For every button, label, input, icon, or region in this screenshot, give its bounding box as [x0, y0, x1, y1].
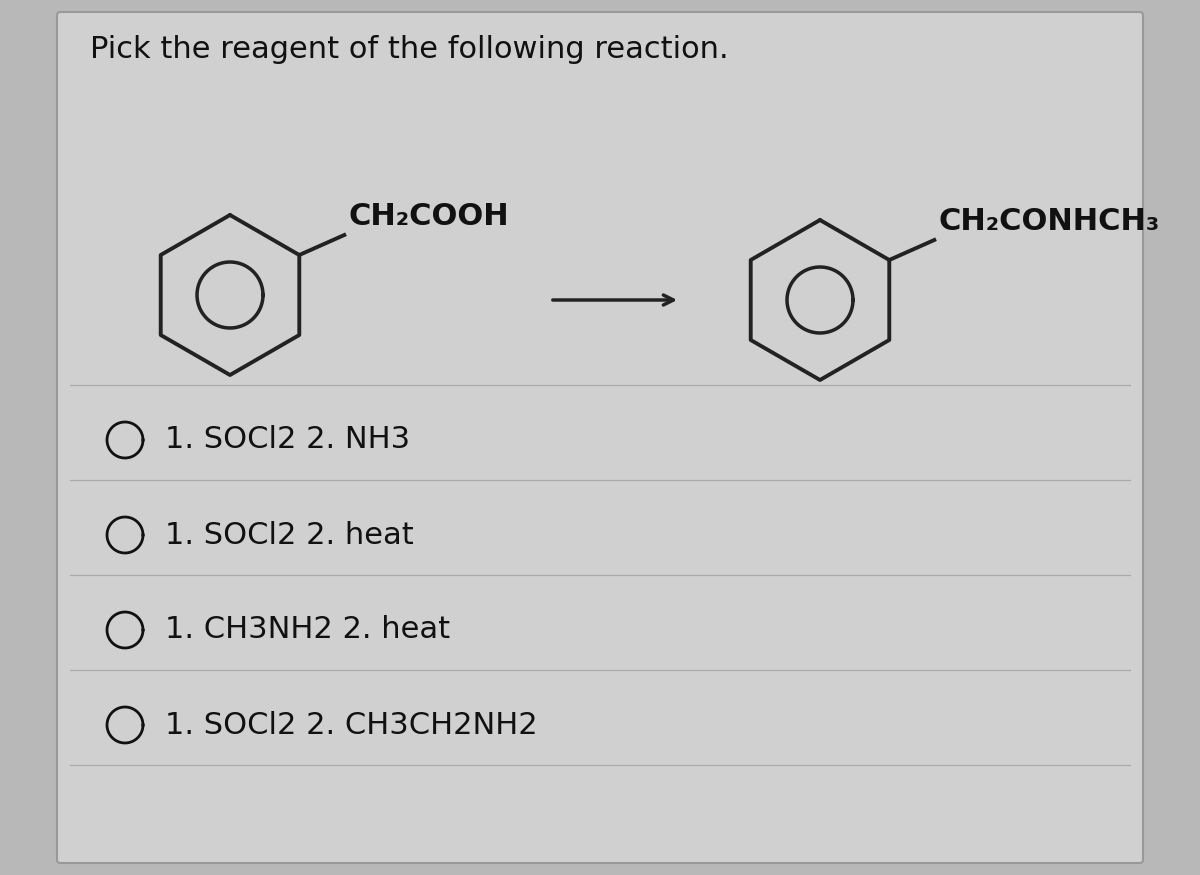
Text: 1. SOCl2 2. CH3CH2NH2: 1. SOCl2 2. CH3CH2NH2: [166, 710, 538, 739]
FancyBboxPatch shape: [58, 12, 1142, 863]
Text: CH₂CONHCH₃: CH₂CONHCH₃: [938, 207, 1159, 236]
Text: 1. SOCl2 2. NH3: 1. SOCl2 2. NH3: [166, 425, 410, 454]
Text: CH₂COOH: CH₂COOH: [348, 202, 509, 231]
Text: 1. SOCl2 2. heat: 1. SOCl2 2. heat: [166, 521, 414, 550]
Text: 1. CH3NH2 2. heat: 1. CH3NH2 2. heat: [166, 615, 450, 645]
Text: Pick the reagent of the following reaction.: Pick the reagent of the following reacti…: [90, 35, 728, 64]
